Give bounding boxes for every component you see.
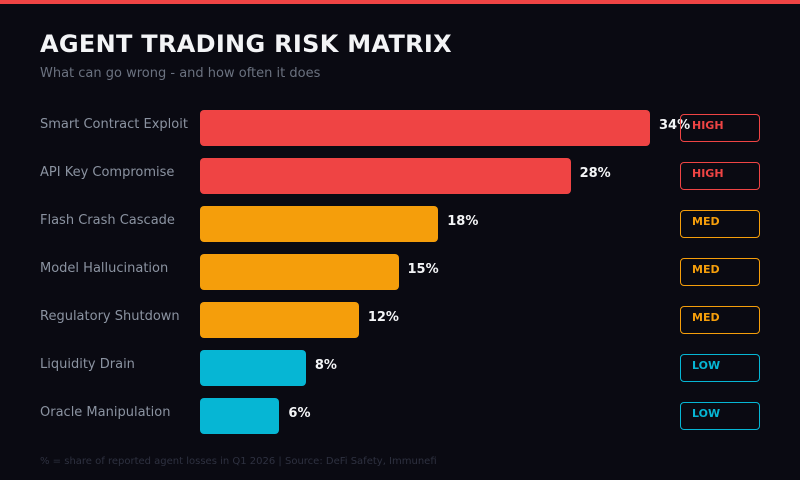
bar [200,206,439,242]
value-label: 28% [579,166,611,181]
severity-badge: HIGH [680,114,760,142]
category-label: Regulatory Shutdown [40,309,180,324]
bar [200,254,399,290]
severity-badge: MED [680,210,760,238]
severity-badge: LOW [680,354,760,382]
value-label: 18% [447,214,479,229]
top-accent-bar [0,0,800,4]
severity-badge: LOW [680,402,760,430]
severity-badge: MED [680,306,760,334]
bar [200,110,650,146]
category-label: Liquidity Drain [40,357,135,372]
bar [200,398,280,434]
category-label: Flash Crash Cascade [40,213,175,228]
bar [200,350,306,386]
severity-badge-text: MED [692,263,720,276]
value-label: 12% [367,310,399,325]
value-label: 6% [288,406,311,421]
value-label: 8% [314,358,337,373]
severity-badge-text: MED [692,311,720,324]
severity-badge-text: HIGH [692,119,724,132]
category-label: Smart Contract Exploit [40,117,188,132]
bar [200,302,359,338]
severity-badge-text: HIGH [692,167,724,180]
chart-title: AGENT TRADING RISK MATRIX [40,30,452,58]
severity-badge-text: MED [692,215,720,228]
category-label: Model Hallucination [40,261,169,276]
category-label: API Key Compromise [40,165,175,180]
severity-badge-text: LOW [692,407,721,420]
value-label: 34% [659,118,691,133]
footnote: % = share of reported agent losses in Q1… [40,456,437,467]
chart-subtitle: What can go wrong - and how often it doe… [40,66,321,81]
bar [200,158,571,194]
severity-badge-text: LOW [692,359,721,372]
category-label: Oracle Manipulation [40,405,171,420]
severity-badge: MED [680,258,760,286]
value-label: 15% [407,262,439,277]
severity-badge: HIGH [680,162,760,190]
